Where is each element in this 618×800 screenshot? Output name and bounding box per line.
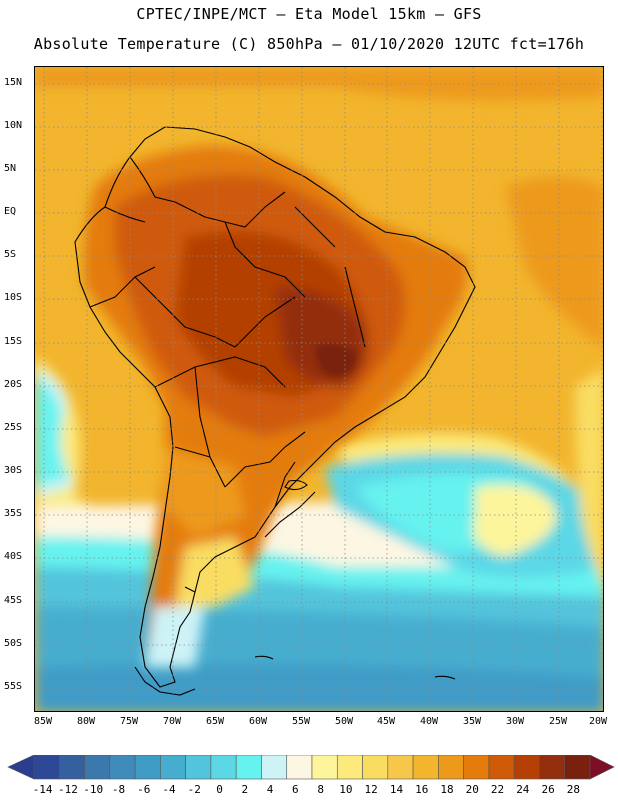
lat-label-55s: 55S (4, 681, 23, 692)
lon-label-35w: 35W (462, 716, 482, 727)
colorbar-label: 14 (389, 783, 404, 796)
colorbar-label: -12 (57, 783, 78, 796)
lon-label-45w: 45W (376, 716, 396, 727)
lon-label-20w: 20W (588, 716, 608, 727)
lat-label-eq: EQ (4, 206, 17, 217)
lon-label-25w: 25W (548, 716, 568, 727)
lon-label-85w: 85W (33, 716, 53, 727)
colorbar-label: -6 (137, 783, 151, 796)
lat-label-50s: 50S (4, 638, 23, 649)
colorbar-label: -14 (32, 783, 53, 796)
map-title-line-1: CPTEC/INPE/MCT – Eta Model 15km – GFS (136, 5, 482, 23)
lat-label-25s: 25S (4, 422, 23, 433)
lat-label-20s: 20S (4, 379, 23, 390)
colorbar-cell (438, 755, 464, 780)
lat-label-10n: 10N (4, 120, 23, 131)
colorbar-label: 4 (266, 783, 274, 796)
colorbar-label: -2 (187, 783, 201, 796)
colorbar-cell (336, 755, 363, 780)
colorbar-label: 8 (317, 783, 324, 796)
temperature-map (34, 66, 604, 712)
colorbar-label: 24 (516, 783, 530, 796)
colorbar-cell (463, 755, 490, 780)
colorbar-cell (134, 755, 161, 780)
colorbar-cell (311, 755, 338, 780)
lat-label-15n: 15N (4, 77, 23, 88)
colorbar-cell (235, 755, 262, 780)
lat-label-40s: 40S (4, 551, 23, 562)
colorbar-cell (387, 755, 414, 780)
lon-label-30w: 30W (505, 716, 525, 727)
colorbar-cell (286, 755, 313, 780)
colorbar-max-arrow (589, 755, 615, 780)
colorbar-label: 0 (216, 783, 223, 796)
colorbar-cell (261, 755, 288, 780)
colorbar-label: 26 (541, 783, 555, 796)
colorbar-cell (33, 755, 60, 780)
lon-label-55w: 55W (291, 716, 311, 727)
colorbar-label: -4 (162, 783, 176, 796)
lat-lon-grid (35, 67, 603, 711)
colorbar-label: 12 (364, 783, 378, 796)
lat-label-5s: 5S (4, 249, 17, 260)
lat-label-45s: 45S (4, 595, 23, 606)
colorbar-min-arrow (7, 755, 35, 780)
colorbar-label: -8 (111, 783, 126, 796)
colorbar-label: 6 (292, 783, 299, 796)
colorbar-cell (412, 755, 439, 780)
colorbar-cell (513, 755, 540, 780)
colorbar-cell (109, 755, 136, 780)
map-title-line-2: Absolute Temperature (C) 850hPa – 01/10/… (33, 35, 585, 53)
colorbar-cell (58, 755, 85, 780)
colorbar-label: 2 (241, 783, 249, 796)
colorbar-label: 22 (490, 783, 505, 796)
lon-label-65w: 65W (205, 716, 225, 727)
colorbar-label: -10 (83, 783, 104, 796)
lon-label-50w: 50W (334, 716, 354, 727)
colorbar (7, 755, 615, 780)
colorbar-cell (488, 755, 515, 780)
colorbar-cell (160, 755, 186, 780)
colorbar-cells (7, 755, 615, 780)
country-borders (74, 126, 476, 696)
temperature-field (35, 67, 603, 711)
lat-label-35s: 35S (4, 508, 23, 519)
lat-label-15s: 15S (4, 336, 23, 347)
colorbar-label: 10 (339, 783, 353, 796)
lat-label-10s: 10S (4, 292, 23, 303)
lat-label-5n: 5N (4, 163, 17, 174)
lat-label-30s: 30S (4, 465, 23, 476)
colorbar-cell (362, 755, 389, 780)
colorbar-cell (539, 755, 566, 780)
colorbar-cell (185, 755, 212, 780)
colorbar-label: 18 (440, 783, 454, 796)
lon-label-60w: 60W (248, 716, 268, 727)
colorbar-cell (564, 755, 591, 780)
lon-label-40w: 40W (419, 716, 439, 727)
colorbar-label: 28 (566, 783, 580, 796)
colorbar-cell (84, 755, 111, 780)
lon-label-80w: 80W (76, 716, 96, 727)
colorbar-label: 16 (415, 783, 429, 796)
colorbar-cell (210, 755, 237, 780)
lon-label-75w: 75W (119, 716, 139, 727)
colorbar-label: 20 (465, 783, 479, 796)
lon-label-70w: 70W (162, 716, 182, 727)
